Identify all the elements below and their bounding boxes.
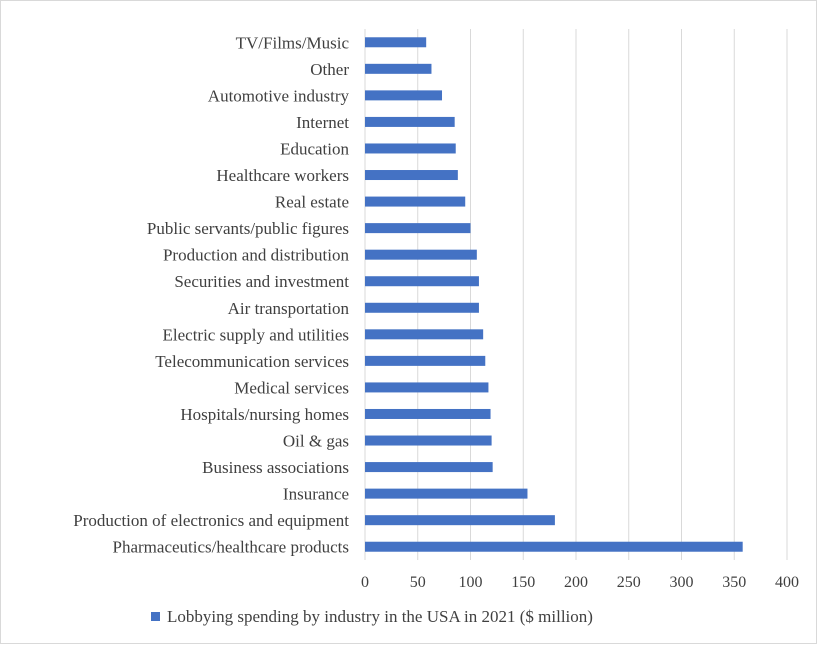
category-label: Insurance: [283, 485, 349, 504]
bar: [365, 541, 743, 552]
bar: [365, 196, 466, 207]
bar: [365, 276, 479, 287]
category-label: Hospitals/nursing homes: [180, 405, 349, 424]
category-label: Air transportation: [228, 299, 350, 318]
x-tick-label: 350: [722, 574, 746, 591]
category-label: Securities and investment: [174, 272, 349, 291]
category-label: Production of electronics and equipment: [73, 511, 349, 530]
bar: [365, 355, 486, 366]
category-label: Education: [280, 139, 349, 158]
bar: [365, 435, 492, 446]
legend-swatch: [151, 612, 160, 621]
x-tick-label: 300: [670, 574, 694, 591]
x-tick-label: 400: [775, 574, 799, 591]
category-label: Automotive industry: [208, 86, 350, 105]
bars: [365, 37, 743, 552]
category-label: Public servants/public figures: [147, 219, 349, 238]
bar: [365, 116, 455, 127]
category-label: Electric supply and utilities: [163, 325, 350, 344]
category-label: Other: [310, 60, 349, 79]
x-tick-labels: 0 50 100 150 200 250 300 350 400: [361, 574, 799, 591]
bar: [365, 170, 458, 181]
legend-label: Lobbying spending by industry in the USA…: [167, 607, 593, 626]
category-label: Oil & gas: [283, 432, 349, 451]
category-label: Telecommunication services: [155, 352, 349, 371]
category-label: Production and distribution: [163, 246, 350, 265]
bar: [365, 408, 491, 419]
x-tick-label: 200: [564, 574, 588, 591]
x-tick-label: 150: [511, 574, 535, 591]
bar: [365, 37, 427, 48]
bar: [365, 143, 456, 154]
bar: [365, 382, 489, 393]
bar: [365, 488, 528, 499]
x-tick-label: 250: [617, 574, 641, 591]
bar: [365, 515, 555, 526]
bar: [365, 329, 484, 340]
bar: [365, 63, 432, 74]
bar: [365, 90, 443, 101]
category-label: Pharmaceutics/healthcare products: [113, 538, 349, 557]
x-tick-label: 100: [459, 574, 483, 591]
category-label: Business associations: [202, 458, 349, 477]
bar: [365, 249, 477, 260]
bar: [365, 223, 471, 234]
bar: [365, 462, 493, 473]
bar: [365, 302, 479, 313]
x-tick-label: 0: [361, 574, 369, 591]
gridlines: [364, 29, 788, 560]
category-label: Medical services: [234, 378, 349, 397]
legend: Lobbying spending by industry in the USA…: [151, 607, 593, 626]
category-label: Healthcare workers: [216, 166, 349, 185]
category-label: Real estate: [275, 193, 349, 212]
category-labels: TV/Films/Music Other Automotive industry In…: [73, 33, 349, 556]
x-tick-label: 50: [410, 574, 426, 591]
category-label: TV/Films/Music: [236, 33, 350, 52]
category-label: Internet: [296, 113, 349, 132]
